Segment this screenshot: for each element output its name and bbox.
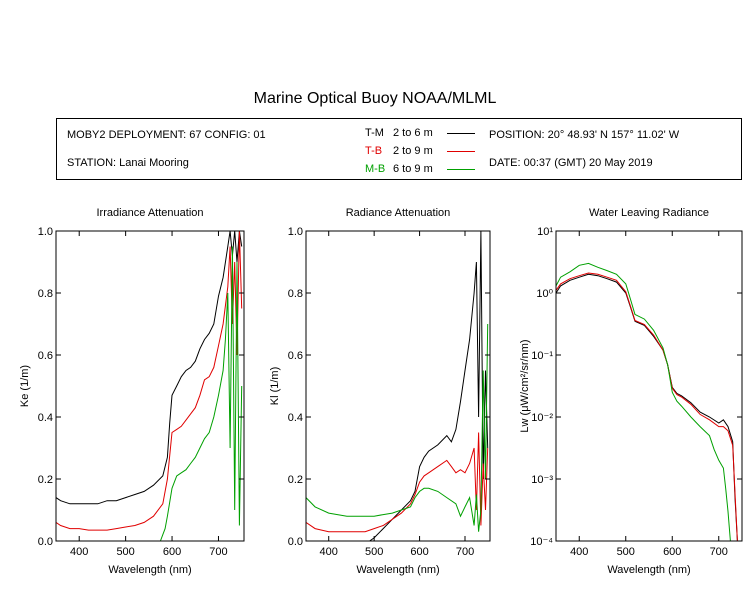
x-tick-label: 400 xyxy=(320,546,338,558)
x-axis-label: Wavelength (nm) xyxy=(108,564,191,576)
y-tick-label: 0.6 xyxy=(288,350,303,362)
deployment-text: MOBY2 DEPLOYMENT: 67 CONFIG: 01 xyxy=(67,129,266,141)
y-tick-label: 10⁻³ xyxy=(531,474,553,486)
y-tick-label: 10¹ xyxy=(537,226,553,238)
y-tick-label: 0.2 xyxy=(288,474,303,486)
date-text: DATE: 00:37 (GMT) 20 May 2019 xyxy=(489,157,653,169)
series-line-m-b xyxy=(556,262,731,541)
x-tick-label: 600 xyxy=(410,546,428,558)
x-tick-label: 500 xyxy=(116,546,134,558)
chart-1: Irradiance Attenuation 400 500 600 700 0.0 0.2… xyxy=(19,207,245,576)
y-tick-label: 1.0 xyxy=(38,226,53,238)
y-tick-label: 0.4 xyxy=(38,412,53,424)
y-axis-label: Ke (1/m) xyxy=(19,365,31,407)
x-tick-label: 500 xyxy=(365,546,383,558)
y-tick-label: 10⁰ xyxy=(536,288,553,300)
y-tick-label: 0.8 xyxy=(288,288,303,300)
page-title: Marine Optical Buoy NOAA/MLML xyxy=(253,90,497,107)
series-line-m-b xyxy=(159,246,243,541)
x-tick-label: 400 xyxy=(570,546,588,558)
series-line-t-m xyxy=(369,231,489,541)
legend-code-tb: T-B xyxy=(365,145,383,157)
legend-range-mb: 6 to 9 m xyxy=(393,163,433,175)
x-tick-label: 600 xyxy=(163,546,181,558)
legend-line-mb xyxy=(447,169,475,170)
position-text: POSITION: 20° 48.93' N 157° 11.02' W xyxy=(489,129,680,141)
plot-frame xyxy=(305,230,491,542)
y-tick-label: 0.0 xyxy=(288,536,303,548)
x-axis-label: Wavelength (nm) xyxy=(607,564,690,576)
legend-range-tb: 2 to 9 m xyxy=(393,145,433,157)
station-text: STATION: Lanai Mooring xyxy=(67,157,189,169)
y-tick-label: 0.4 xyxy=(288,412,303,424)
y-tick-label: 10⁻² xyxy=(531,412,553,424)
y-axis-label: Lw (μW/cm²/sr/nm) xyxy=(519,339,531,432)
x-tick-label: 500 xyxy=(617,546,635,558)
plot-frame xyxy=(55,230,245,542)
x-tick-label: 700 xyxy=(710,546,728,558)
x-tick-label: 700 xyxy=(209,546,227,558)
y-tick-label: 0.6 xyxy=(38,350,53,362)
x-tick-label: 400 xyxy=(70,546,88,558)
series-line-t-b xyxy=(56,231,243,531)
x-axis-label: Wavelength (nm) xyxy=(356,564,439,576)
legend-line-tb xyxy=(447,151,475,152)
chart-title: Radiance Attenuation xyxy=(346,207,451,219)
plot-frame xyxy=(555,230,743,542)
x-tick-label: 700 xyxy=(456,546,474,558)
y-axis-label: Kl (1/m) xyxy=(269,367,281,406)
y-tick-label: 0.0 xyxy=(38,536,53,548)
y-tick-label: 1.0 xyxy=(288,226,303,238)
y-tick-label: 0.8 xyxy=(38,288,53,300)
series-line-t-m xyxy=(556,273,738,541)
x-tick-label: 600 xyxy=(663,546,681,558)
legend-code-mb: M-B xyxy=(365,163,386,175)
series-line-t-b xyxy=(306,432,489,533)
series-line-t-b xyxy=(556,272,738,541)
y-tick-label: 10⁻⁴ xyxy=(530,536,553,548)
chart-title: Water Leaving Radiance xyxy=(589,207,709,219)
chart-title: Irradiance Attenuation xyxy=(96,207,203,219)
chart-2: Radiance Attenuation 400 500 600 700 0.0 0.2 0.… xyxy=(269,207,491,576)
series-line-m-b xyxy=(306,323,489,532)
legend-code-tm: T-M xyxy=(365,127,384,139)
series-line-t-m xyxy=(56,231,243,505)
chart-3: Water Leaving Radiance 400 500 600 700 10⁻⁴ 10… xyxy=(519,207,743,576)
legend-range-tm: 2 to 6 m xyxy=(393,127,433,139)
legend-line-tm xyxy=(447,133,475,134)
y-tick-label: 10⁻¹ xyxy=(531,350,553,362)
y-tick-label: 0.2 xyxy=(38,474,53,486)
info-box: MOBY2 DEPLOYMENT: 67 CONFIG: 01 STATION:… xyxy=(56,118,742,180)
